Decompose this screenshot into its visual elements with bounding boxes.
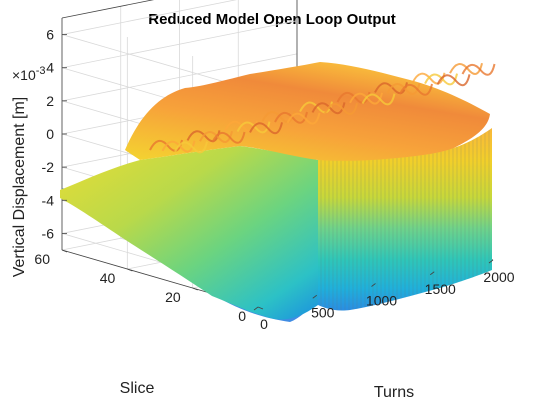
surface-ridge xyxy=(449,62,483,75)
z-tick-label: 2 xyxy=(46,93,54,109)
x-tick-labels: 0 500 1000 1500 2000 xyxy=(253,259,515,332)
y-tick-mark xyxy=(192,287,198,291)
surface-ridge xyxy=(174,141,208,154)
surface-ridge xyxy=(349,92,383,105)
y-axis-label: Slice xyxy=(120,380,155,397)
surface-ridge xyxy=(424,73,458,86)
y-tick-mark xyxy=(257,306,264,310)
surface-ridge xyxy=(311,102,346,115)
z-tick-label: 6 xyxy=(46,27,54,43)
y-tick-mark xyxy=(127,268,133,272)
z-exponent-label: ×10-3 xyxy=(12,65,46,83)
surface-ridge xyxy=(211,131,246,144)
x-tick-label: 1500 xyxy=(425,281,456,297)
chart-title: Reduced Model Open Loop Output xyxy=(148,11,395,28)
surface-ridge xyxy=(436,74,471,87)
surface-ridge xyxy=(261,110,296,123)
x-tick-mark xyxy=(488,259,494,264)
x-tick-mark xyxy=(253,306,259,311)
surface-ridge xyxy=(286,112,321,125)
surface-ridge xyxy=(186,130,221,143)
x-tick-mark xyxy=(312,294,317,299)
y-tick-mark xyxy=(61,249,68,253)
y-tick-label: 0 xyxy=(238,308,246,324)
surface-ridge xyxy=(161,140,196,153)
surface-ridge xyxy=(299,101,333,114)
y-tick-labels: 0 20 40 60 xyxy=(34,249,264,324)
y-tick-label: 40 xyxy=(100,270,116,286)
x-tick-mark xyxy=(430,271,435,276)
x-tick-label: 2000 xyxy=(483,269,514,285)
surface-plot xyxy=(60,62,496,322)
surface-ridge xyxy=(236,121,271,134)
surface-ridge xyxy=(399,83,433,96)
y-tick-label: 60 xyxy=(34,251,50,267)
surface-ridge xyxy=(336,91,371,104)
surface-ridge xyxy=(374,82,408,95)
surface-ridge xyxy=(224,120,258,133)
surface-ridge xyxy=(274,111,308,124)
z-tick-label: -4 xyxy=(42,192,55,208)
z-axis-label: Vertical Displacement [m] xyxy=(11,97,28,278)
x-tick-label: 500 xyxy=(311,304,335,320)
frame-edge xyxy=(61,0,155,19)
surface-ridge xyxy=(461,63,496,76)
z-tick-label: -6 xyxy=(42,225,55,241)
surface-ridge xyxy=(149,139,183,152)
z-tick-label: 4 xyxy=(46,60,54,76)
surface-ridge xyxy=(411,72,446,85)
x-tick-label: 1000 xyxy=(366,293,397,309)
z-tick-label: -2 xyxy=(42,159,55,175)
z-tick-label: 0 xyxy=(46,126,54,142)
x-tick-label: 0 xyxy=(260,316,268,332)
surface-ridge xyxy=(324,102,358,115)
x-tick-mark xyxy=(371,283,376,287)
surface-front-face xyxy=(60,146,318,320)
surface-ridge xyxy=(249,122,283,135)
surface-ridge xyxy=(361,93,396,106)
surface-side-texture xyxy=(318,128,492,311)
surface-ridge xyxy=(199,130,233,143)
z-tick-labels: 6 4 2 0 -2 -4 -6 xyxy=(42,27,67,241)
x-axis-label: Turns xyxy=(374,384,414,401)
surface-ridge xyxy=(386,82,421,95)
surface-ridges xyxy=(149,62,496,154)
y-tick-label: 20 xyxy=(165,289,181,305)
